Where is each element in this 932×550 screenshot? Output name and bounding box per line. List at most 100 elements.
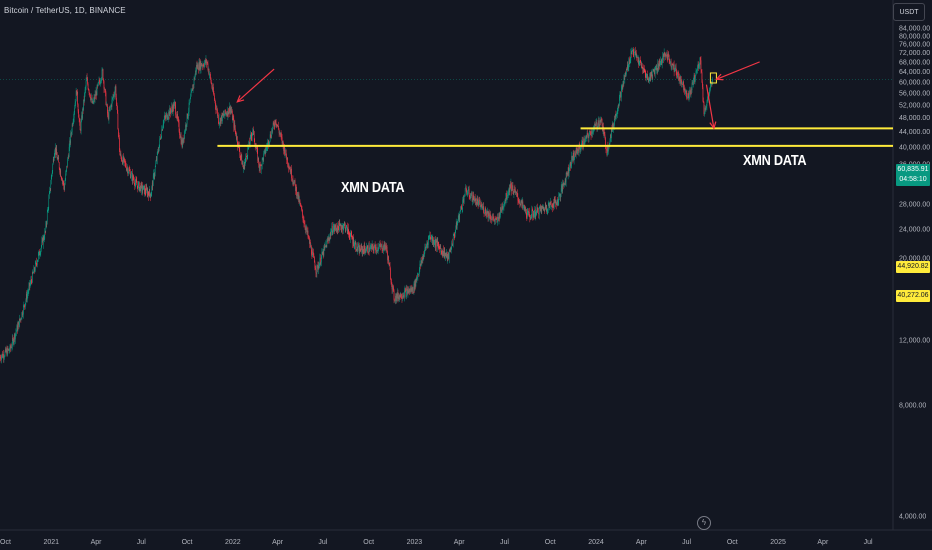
candle: [473, 198, 475, 204]
candle: [166, 113, 168, 121]
candle: [174, 100, 175, 106]
candle: [488, 209, 490, 217]
candle: [640, 60, 642, 70]
candle: [194, 73, 196, 80]
candle: [637, 56, 639, 63]
candle: [706, 99, 708, 111]
candle: [344, 221, 346, 229]
candle: [277, 123, 278, 128]
candle: [123, 155, 125, 167]
candle: [294, 178, 296, 187]
candle: [271, 129, 273, 134]
candle: [705, 105, 706, 111]
candle: [499, 211, 501, 220]
candle: [179, 128, 180, 139]
candle: [345, 227, 347, 233]
candle: [529, 214, 531, 223]
candle: [433, 236, 434, 247]
candle: [381, 240, 383, 253]
candle: [282, 140, 284, 149]
candle: [303, 216, 305, 228]
annotation-arrow: [236, 68, 275, 103]
candle: [232, 109, 233, 121]
candle: [118, 132, 120, 140]
candle: [314, 260, 316, 271]
candle: [660, 56, 661, 65]
candle: [495, 215, 497, 220]
lightning-icon[interactable]: ϟ: [697, 516, 711, 530]
candle: [246, 155, 248, 162]
candle: [497, 213, 498, 226]
candle: [311, 249, 313, 259]
candle: [172, 101, 174, 117]
candle: [130, 168, 131, 179]
candle: [85, 77, 87, 91]
candle: [514, 184, 516, 193]
candle: [627, 61, 629, 72]
candle: [663, 48, 665, 62]
candle: [126, 163, 127, 172]
candle: [149, 193, 151, 202]
candle: [574, 150, 575, 161]
candle: [165, 112, 167, 122]
candle: [211, 79, 212, 85]
candle: [614, 115, 616, 120]
candle: [489, 210, 491, 222]
x-axis[interactable]: Oct 2021 Apr Jul Oct 2022 Apr Jul Oct 2023 Apr Jul O…: [0, 539, 873, 546]
candle: [534, 209, 535, 219]
candle: [150, 192, 152, 199]
candle: [377, 249, 378, 253]
candle: [409, 285, 411, 295]
candle: [341, 223, 343, 233]
candle: [512, 181, 513, 191]
candle: [367, 251, 369, 255]
candle: [106, 101, 107, 107]
candle: [401, 294, 402, 299]
candle: [460, 205, 462, 210]
candle: [320, 254, 321, 266]
candle: [336, 222, 337, 234]
candle: [585, 136, 586, 143]
currency-button[interactable]: USDT: [893, 3, 925, 21]
candle: [697, 64, 698, 74]
candle: [222, 112, 224, 116]
candle: [288, 162, 289, 173]
candle: [148, 191, 150, 201]
candle: [87, 76, 88, 86]
candle: [528, 210, 530, 216]
candle: [353, 234, 355, 248]
y-tick-label: 48,000.00: [899, 115, 930, 122]
candle: [571, 155, 573, 164]
candle: [392, 284, 393, 294]
candle: [197, 62, 199, 70]
candle: [469, 195, 470, 200]
candle: [532, 206, 533, 212]
candle: [450, 246, 452, 253]
candle: [92, 100, 94, 104]
candle: [268, 139, 269, 149]
candle: [658, 58, 660, 67]
candle: [587, 129, 588, 136]
candle: [88, 88, 89, 91]
candle: [272, 126, 273, 135]
candle: [162, 120, 164, 130]
candle: [404, 287, 405, 302]
candle: [540, 205, 542, 214]
candle: [46, 209, 48, 225]
candle: [107, 109, 109, 119]
candle: [28, 282, 30, 294]
candle: [702, 84, 704, 103]
candle: [95, 87, 97, 96]
candle: [427, 241, 428, 248]
candle: [468, 185, 470, 200]
candle: [605, 136, 606, 149]
candle: [650, 69, 652, 77]
candle: [229, 102, 230, 114]
y-tick-label: 8,000.00: [899, 402, 926, 409]
y-tick-label: 72,000.00: [899, 50, 930, 57]
candle: [675, 63, 677, 76]
candle: [3, 349, 4, 363]
candle: [173, 99, 175, 109]
